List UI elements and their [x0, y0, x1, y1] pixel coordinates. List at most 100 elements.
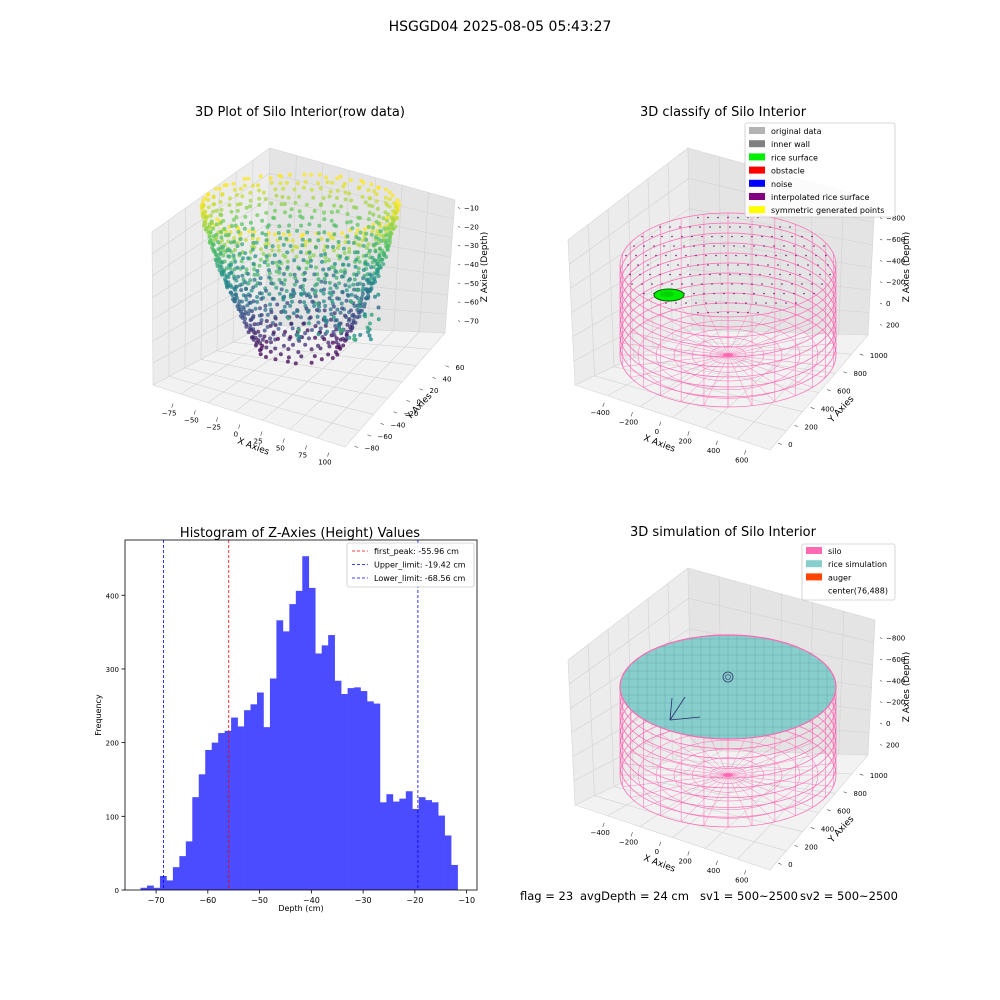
raw3d-point: [327, 267, 331, 271]
raw3d-point: [251, 240, 256, 245]
raw3d-y-ticks: −80 −60 −40 −20 0 20 40 60: [354, 364, 464, 452]
raw3d-point: [265, 325, 270, 329]
raw3d-point: [227, 203, 232, 207]
classify3d-point: [737, 216, 739, 219]
raw3d-point: [376, 305, 381, 310]
classify3d-point: [707, 264, 709, 266]
classify3d-point: [681, 235, 683, 238]
classify3d-y-tick-label: 0: [788, 441, 792, 449]
classify3d-point: [823, 245, 825, 247]
raw3d-point: [325, 329, 330, 334]
raw3d-point: [279, 202, 284, 207]
raw3d-point: [316, 320, 321, 325]
classify3d-point: [785, 254, 787, 257]
raw3d-point: [305, 230, 310, 235]
sim3d-y-ticks: 0 200 400 600 800 1000: [778, 772, 888, 869]
raw3d-point: [292, 187, 297, 192]
raw3d-point: [374, 241, 379, 246]
classify3d-point: [693, 245, 695, 247]
raw3d-point: [288, 272, 293, 277]
classify3d-point: [697, 311, 699, 314]
raw3d-point: [325, 238, 330, 243]
raw3d-point: [368, 321, 372, 326]
classify3d-point: [763, 292, 765, 295]
raw3d-point: [369, 312, 374, 317]
raw3d-point: [323, 255, 328, 259]
raw3d-point: [383, 187, 388, 192]
raw3d-point: [238, 236, 243, 241]
raw3d-point: [313, 324, 318, 329]
raw3d-point: [324, 175, 329, 180]
histogram-bar: [237, 726, 245, 890]
raw3d-point: [343, 190, 348, 195]
histogram-bar: [360, 691, 368, 890]
raw3d-point: [263, 197, 268, 201]
classify3d-point: [821, 283, 823, 285]
classify3d-legend-label: original data: [771, 127, 822, 136]
classify3d-x-tick-label: 600: [735, 456, 748, 464]
raw3d-point: [372, 189, 377, 194]
histogram-bar: [211, 742, 219, 890]
raw3d-point: [306, 308, 311, 313]
histogram-bar: [431, 802, 439, 890]
raw3d-point: [226, 280, 231, 285]
raw3d-point: [362, 312, 367, 317]
raw3d-point: [303, 179, 308, 184]
histogram-y-tick-label: 100: [106, 813, 119, 821]
classify3d-point: [693, 292, 695, 295]
raw3d-point: [316, 343, 320, 348]
raw3d-point: [384, 233, 389, 238]
raw3d-point: [325, 244, 330, 249]
classify3d-point: [731, 235, 733, 238]
histogram-bar: [425, 800, 433, 890]
raw3d-z-tick-label: −30: [464, 242, 479, 250]
raw3d-point: [254, 240, 259, 245]
raw3d-point: [265, 312, 270, 317]
classify3d-point: [803, 245, 805, 247]
classify3d-point: [685, 254, 687, 257]
raw3d-point: [300, 243, 305, 248]
classify3d-point: [783, 245, 785, 247]
raw3d-point: [358, 230, 363, 235]
raw3d-point: [348, 328, 353, 333]
classify3d-point: [741, 283, 743, 285]
raw3d-point: [348, 219, 353, 224]
raw3d-point: [270, 248, 275, 253]
raw3d-point: [336, 242, 341, 247]
raw3d-point: [326, 340, 331, 345]
histogram-axes-frame: [124, 539, 478, 891]
raw3d-point: [248, 198, 253, 203]
raw3d-point: [353, 294, 358, 299]
raw3d-point: [335, 307, 340, 312]
raw3d-point: [348, 178, 353, 183]
raw3d-point: [240, 194, 245, 199]
raw3d-point: [276, 248, 281, 253]
raw3d-point: [249, 335, 254, 340]
raw3d-point: [361, 243, 366, 248]
classify3d-point: [727, 311, 729, 314]
classify3d-point: [761, 283, 763, 285]
classify3d-point: [649, 273, 651, 276]
raw3d-point: [229, 270, 234, 275]
classify3d-point: [745, 254, 747, 257]
raw3d-point: [377, 214, 382, 219]
raw3d-x-tick-label: 50: [276, 445, 285, 453]
raw3d-point: [332, 262, 337, 266]
histogram-bar: [269, 678, 277, 890]
raw3d-point: [282, 202, 287, 207]
raw3d-point: [294, 254, 299, 259]
histogram-bar: [438, 815, 445, 890]
raw3d-point: [258, 333, 263, 338]
classify3d-point: [675, 302, 677, 304]
raw3d-point: [226, 254, 231, 259]
raw3d-y-tick-label: −60: [378, 433, 393, 441]
sim3d-y-tick-label: 200: [805, 843, 818, 851]
raw3d-point: [376, 237, 381, 241]
classify3d-point: [781, 283, 783, 285]
classify3d-x-tick-label: 400: [707, 447, 720, 455]
sim3d-x-tick-label: 400: [707, 867, 720, 875]
raw3d-point: [292, 291, 297, 296]
raw3d-point: [255, 295, 260, 299]
raw3d-point: [329, 218, 334, 223]
raw3d-point: [331, 330, 336, 334]
